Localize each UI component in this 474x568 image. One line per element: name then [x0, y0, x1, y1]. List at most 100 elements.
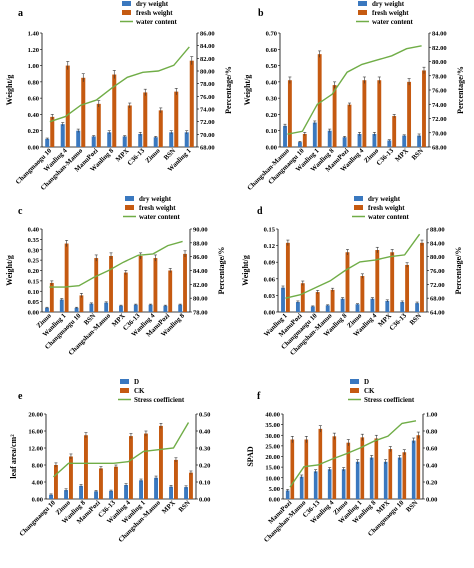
legend-swatch-series-2 — [358, 10, 367, 15]
bar-series-1 — [104, 302, 109, 312]
bar-series-1 — [283, 125, 287, 147]
bar-series-2 — [158, 110, 163, 147]
bar-series-1 — [76, 130, 81, 147]
y-tick-label-right: 0.10 — [199, 480, 210, 487]
bar-series-2 — [127, 105, 132, 147]
y-tick-label-left: 10.00 — [265, 475, 280, 482]
y-axis-title-right: Percentage/% — [456, 66, 465, 114]
y-tick-label-left: 0.10 — [266, 128, 277, 135]
bar-series-2 — [287, 80, 292, 147]
legend-label: water content — [136, 18, 178, 26]
y-tick-label-left: 0.03 — [264, 293, 276, 300]
y-tick-label-left: 0.00 — [28, 310, 39, 317]
bar-series-1 — [370, 298, 375, 312]
bar-series-1 — [148, 304, 153, 312]
y-axis-title-right: Percentage/% — [454, 247, 463, 295]
y-tick-label-right: 84.00 — [432, 31, 447, 38]
bar-series-2 — [81, 77, 86, 147]
bar-series-1 — [79, 485, 83, 499]
bar-series-1 — [415, 303, 420, 312]
y-tick-label-left: 25.00 — [265, 443, 280, 450]
y-tick-label-right: 68.00 — [430, 296, 445, 303]
bar-series-1 — [387, 140, 392, 147]
bar-series-2 — [377, 80, 382, 147]
legend-swatch-series-2 — [122, 10, 131, 15]
y-tick-label-left: 0.00 — [32, 497, 43, 504]
legend-label: dry weight — [139, 195, 172, 203]
x-tick-label: Changmaogu 10 — [18, 499, 57, 538]
y-tick-label-left: 0.00 — [269, 497, 280, 504]
legend-label: water content — [372, 18, 414, 26]
bar-series-2 — [96, 103, 101, 147]
y-tick-label-right: 0.30 — [199, 446, 210, 453]
bar-series-2 — [138, 255, 143, 312]
y-tick-label-left: 5.00 — [269, 486, 280, 493]
legend-swatch-series-1 — [358, 1, 367, 6]
panel-letter: f — [257, 391, 261, 402]
legend-swatch-series-1 — [122, 1, 131, 6]
bar-series-2 — [420, 242, 424, 312]
bar-series-2 — [144, 433, 148, 499]
y-tick-label-left: 20.00 — [28, 412, 43, 419]
bar-series-2 — [402, 452, 407, 499]
bar-series-2 — [346, 442, 351, 499]
y-tick-label-left: 0.00 — [28, 145, 39, 152]
bar-series-2 — [189, 60, 194, 147]
bar-series-1 — [325, 305, 330, 312]
bar-series-2 — [112, 74, 117, 147]
bar-series-2 — [422, 70, 426, 147]
bar-series-1 — [285, 490, 290, 499]
bar-series-2 — [65, 65, 70, 147]
legend-swatch-series-2 — [354, 205, 363, 210]
y-tick-label-left: 4.00 — [32, 480, 43, 487]
legend-swatch-series-2 — [120, 388, 129, 393]
bar-series-1 — [355, 461, 360, 499]
bar-series-1 — [312, 122, 317, 147]
bar-series-1 — [45, 307, 49, 312]
bar-series-2 — [388, 449, 393, 499]
bar-series-2 — [49, 282, 54, 312]
x-tick-label: C36-13 — [127, 147, 147, 167]
bar-series-1 — [411, 440, 416, 499]
y-tick-label-right: 74.00 — [200, 107, 215, 114]
bar-series-1 — [397, 457, 402, 499]
legend-label: D — [134, 378, 139, 386]
bar-series-2 — [189, 472, 193, 499]
legend-label: dry weight — [136, 0, 169, 8]
bar-series-1 — [355, 304, 360, 312]
y-tick-label-left: 0.06 — [264, 276, 276, 283]
y-tick-label-left: 20.00 — [265, 454, 280, 461]
bar-series-2 — [317, 54, 322, 147]
bar-series-1 — [342, 137, 347, 147]
y-tick-label-right: 70.00 — [432, 130, 447, 137]
y-tick-label-right: 84.00 — [430, 240, 445, 247]
x-tick-label: Zinuo — [144, 147, 162, 165]
legend-swatch-series-1 — [120, 379, 129, 384]
y-tick-label-right: 70.00 — [200, 132, 215, 139]
bar-series-2 — [416, 435, 421, 499]
bar-series-1 — [91, 136, 96, 147]
legend-label: dry weight — [372, 0, 405, 8]
y-tick-label-right: 0.40 — [199, 429, 210, 436]
bar-series-2 — [94, 258, 99, 312]
bar-series-1 — [133, 304, 138, 312]
bar-series-2 — [129, 436, 133, 499]
bar-series-1 — [400, 302, 405, 312]
bar-series-2 — [304, 439, 309, 499]
legend-swatch-series-1 — [125, 196, 134, 201]
y-tick-label-right: 72.00 — [430, 282, 445, 289]
legend-label: fresh weight — [136, 9, 173, 17]
bar-series-2 — [332, 85, 337, 147]
bar-series-2 — [285, 242, 290, 312]
y-tick-label-left: 0.40 — [28, 227, 39, 234]
y-tick-label-right: 78.00 — [432, 73, 447, 80]
bar-series-1 — [109, 490, 113, 499]
bar-series-2 — [390, 252, 395, 312]
legend-swatch-series-1 — [354, 196, 363, 201]
